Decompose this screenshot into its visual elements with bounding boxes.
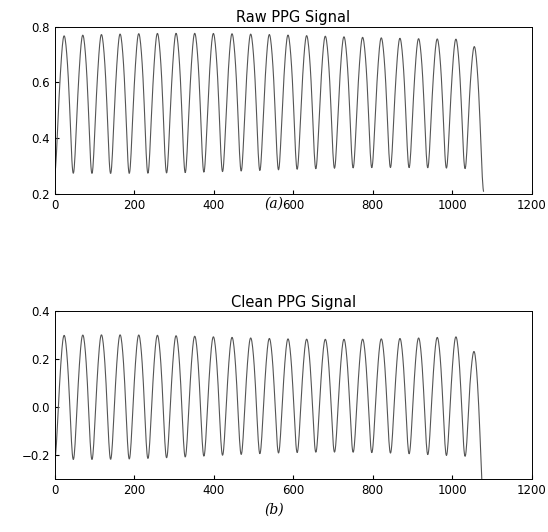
Title: Clean PPG Signal: Clean PPG Signal [231,295,356,310]
Text: (b): (b) [264,503,284,517]
Title: Raw PPG Signal: Raw PPG Signal [236,11,350,26]
Text: (a): (a) [265,197,283,211]
